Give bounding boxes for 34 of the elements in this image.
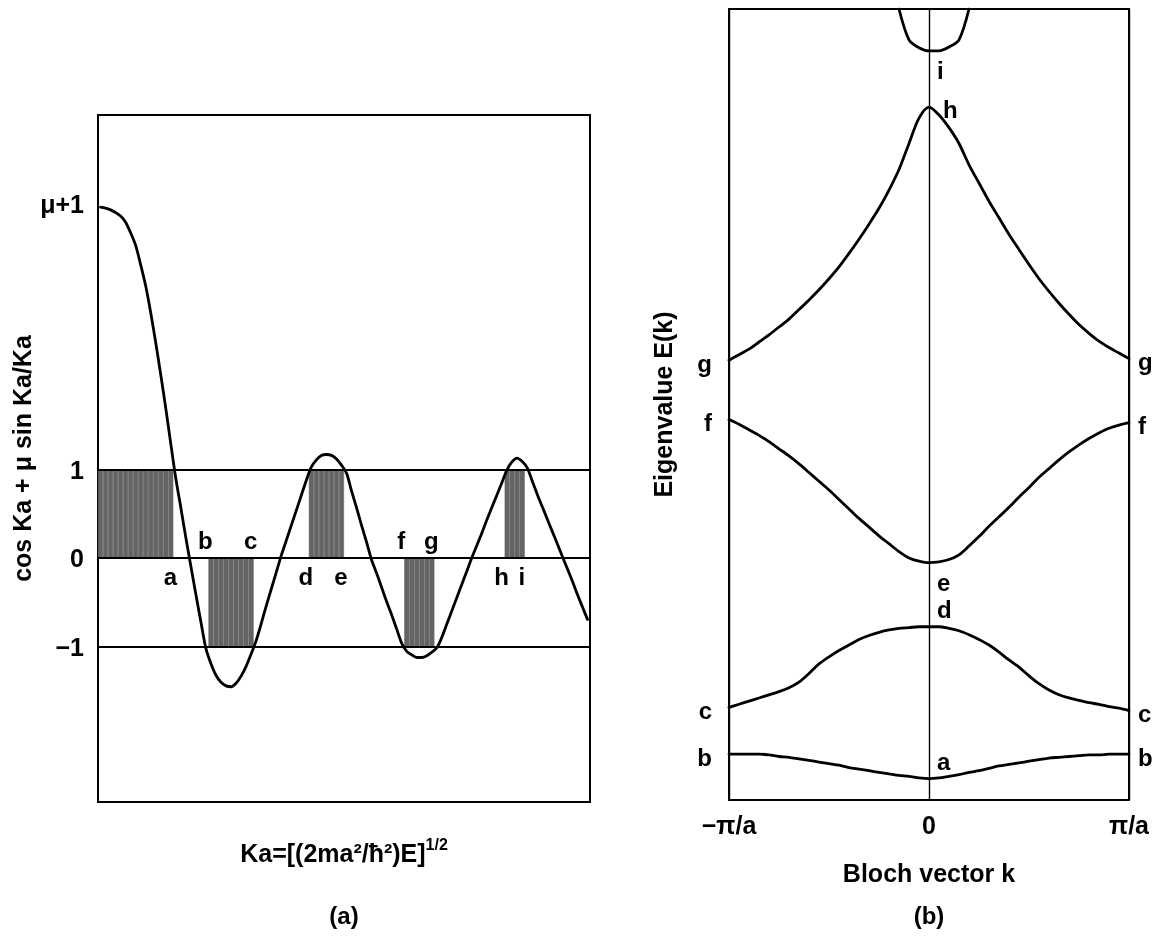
annotation: f [704, 409, 713, 437]
annotation: e [937, 569, 951, 597]
y-axis-title: cos Ka + μ sin Ka/Ka [8, 334, 36, 582]
annotation: f [1138, 412, 1147, 440]
annotation: g [1138, 348, 1153, 376]
annotation: b [697, 743, 712, 771]
annotation: i [937, 57, 944, 85]
y-tick-label: 0 [70, 544, 84, 573]
text: (a) [329, 901, 359, 929]
annotation: d [298, 562, 314, 590]
annotation: f [397, 526, 407, 554]
annotation: a [937, 748, 951, 776]
annotation: b [1138, 743, 1153, 771]
y-tick-label: −1 [55, 632, 85, 661]
annotation: h [943, 95, 958, 123]
x-tick-label: −π/a [701, 810, 758, 839]
annotation: i [518, 562, 526, 590]
annotation: a [163, 562, 178, 590]
annotation: c [243, 526, 258, 554]
annotation: g [424, 526, 439, 554]
x-tick-label: π/a [1109, 810, 1151, 839]
annotation: b [198, 526, 213, 554]
y-tick-label: μ+1 [40, 189, 85, 218]
x-axis-title: Bloch vector k [842, 859, 1016, 887]
x-tick-label: 0 [922, 810, 936, 839]
y-axis-title: Eigenvalue E(k) [649, 311, 677, 498]
annotation: c [1138, 700, 1152, 728]
annotation: g [697, 349, 712, 377]
y-tick-label: 1 [70, 455, 85, 484]
annotation: d [937, 596, 952, 624]
text: (b) [913, 901, 945, 929]
annotation: h [494, 562, 509, 590]
annotation: c [698, 696, 712, 724]
annotation: e [334, 562, 348, 590]
